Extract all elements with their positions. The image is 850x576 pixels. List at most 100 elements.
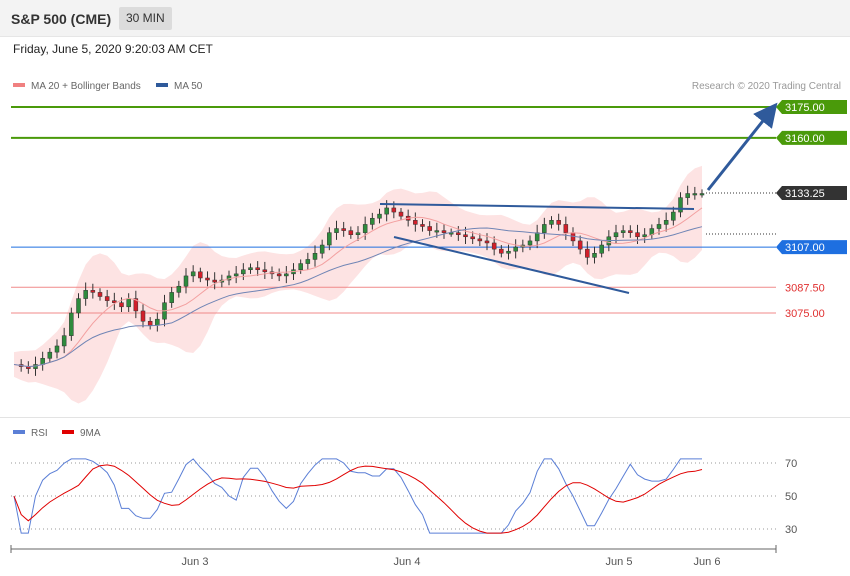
candle xyxy=(348,226,354,239)
candle xyxy=(456,226,461,241)
candle-up xyxy=(284,273,289,277)
candle xyxy=(477,233,483,247)
rsi-level-label: 30 xyxy=(785,524,797,536)
candle-up xyxy=(599,244,604,254)
candle xyxy=(542,217,547,239)
candle-up xyxy=(384,207,389,215)
legend-rsi-label: RSI xyxy=(31,428,48,439)
candle xyxy=(506,244,511,260)
candle-down xyxy=(470,236,475,240)
candle-up xyxy=(671,211,676,221)
candle xyxy=(133,290,139,319)
candle-up xyxy=(699,193,705,196)
candle-up xyxy=(542,224,547,233)
candle xyxy=(104,289,110,307)
candle-up xyxy=(61,335,67,347)
legend-rsi: RSI xyxy=(13,428,48,439)
rsi-level-label: 50 xyxy=(785,491,797,503)
candle-down xyxy=(556,220,561,225)
candle-up xyxy=(298,263,303,270)
candle-up xyxy=(241,269,246,275)
legend-9ma-label: 9MA xyxy=(80,428,101,439)
candle xyxy=(470,231,475,244)
candle-down xyxy=(97,292,103,297)
candle xyxy=(599,240,604,258)
candle xyxy=(699,189,705,198)
candle xyxy=(284,266,289,284)
candle-down xyxy=(104,296,110,301)
candle-up xyxy=(76,298,81,314)
panel-divider xyxy=(0,417,850,418)
candle-down xyxy=(628,230,633,233)
level-label: 3175.00 xyxy=(785,102,825,114)
bollinger-swatch xyxy=(13,83,25,88)
candle-down xyxy=(456,232,461,235)
level-tag xyxy=(776,130,847,145)
candle xyxy=(248,263,253,274)
candle xyxy=(441,224,447,239)
upper-trendline xyxy=(379,203,695,210)
candle-down xyxy=(90,290,96,293)
candle xyxy=(83,282,88,306)
level-tag xyxy=(776,240,847,255)
candle-up xyxy=(327,232,332,246)
candle xyxy=(420,219,425,232)
level-labels: 3175.00 3160.00 3133.25 3107.00 3087.50 3075.… xyxy=(776,100,847,320)
candle xyxy=(678,192,683,218)
candle xyxy=(298,259,303,274)
candle xyxy=(183,268,189,294)
candle-up xyxy=(319,244,325,254)
candle-up xyxy=(40,358,45,365)
candle-up xyxy=(685,193,690,198)
candle-up xyxy=(176,285,182,293)
candle xyxy=(692,186,698,200)
candle-down xyxy=(413,220,418,225)
candle-down xyxy=(119,302,124,308)
ma9-swatch xyxy=(62,430,74,435)
candle xyxy=(54,339,60,359)
candle xyxy=(685,185,690,205)
candle xyxy=(499,245,504,258)
candle-down xyxy=(484,240,490,244)
timeframe-badge[interactable]: 30 MIN xyxy=(119,7,172,30)
candle xyxy=(312,245,318,267)
candles xyxy=(18,185,705,376)
candle xyxy=(205,271,210,287)
candle xyxy=(212,272,217,290)
candle-up xyxy=(534,232,540,242)
level-label: 3075.00 xyxy=(785,308,825,320)
candle-up xyxy=(663,220,669,225)
x-tick-label: Jun 4 xyxy=(394,556,421,568)
ma50-swatch xyxy=(156,83,168,88)
candle-up xyxy=(642,234,647,238)
rsi-line xyxy=(13,458,702,534)
candle xyxy=(491,236,497,256)
candle-down xyxy=(147,320,153,326)
candle-up xyxy=(155,318,160,326)
candle xyxy=(628,225,633,238)
legend-ma50-label: MA 50 xyxy=(174,81,203,92)
ma20-line xyxy=(13,207,703,368)
candle xyxy=(90,283,96,299)
candle-up xyxy=(233,273,239,277)
trendlines xyxy=(379,102,778,294)
candle xyxy=(513,239,518,259)
candle xyxy=(370,212,375,230)
candle-up xyxy=(362,224,368,233)
candle-down xyxy=(577,240,583,250)
candle-up xyxy=(355,232,361,235)
ma50-line xyxy=(13,226,703,368)
instrument-title: S&P 500 (CME) xyxy=(11,11,112,27)
candle xyxy=(620,225,626,238)
candle xyxy=(140,304,146,328)
credit-text: Research © 2020 Trading Central xyxy=(691,81,841,92)
candle-up xyxy=(513,246,518,252)
candle-down xyxy=(276,273,282,277)
datetime-label: Friday, June 5, 2020 9:20:03 AM CET xyxy=(13,42,213,56)
candle-down xyxy=(140,310,146,322)
candle-down xyxy=(348,230,354,235)
candle-down xyxy=(563,224,569,233)
candle xyxy=(276,268,282,282)
candle-up xyxy=(69,312,74,336)
